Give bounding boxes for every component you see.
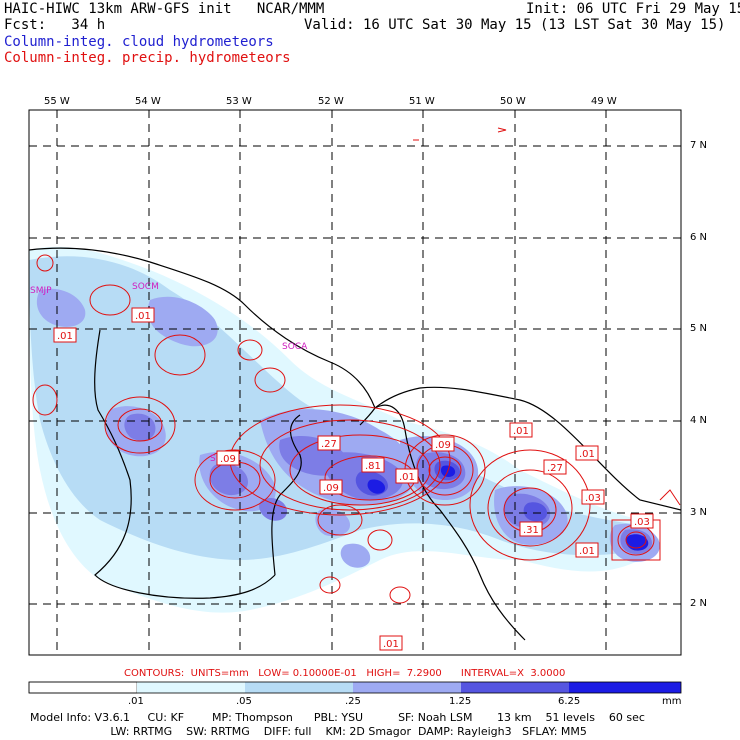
contour-label: .01 (379, 635, 403, 651)
lon-label-51w: 51 W (409, 96, 435, 107)
lat-label-2n: 2 N (690, 598, 708, 609)
contour-label: .31 (519, 521, 543, 537)
contour-labels: .01 .01 .27 .09 .81 .09 .01 .01 .27 .01 … (53, 307, 654, 651)
lon-label-54w: 54 W (135, 96, 161, 107)
contour-label: .09 (431, 436, 455, 452)
svg-text:.27: .27 (547, 463, 563, 474)
model-title: HAIC-HIWC 13km ARW-GFS init NCAR/MMM (4, 1, 325, 17)
lon-label-55w: 55 W (44, 96, 70, 107)
lat-label-4n: 4 N (690, 415, 708, 426)
svg-text:.09: .09 (220, 454, 236, 465)
lon-label-50w: 50 W (500, 96, 526, 107)
station-label-soca: SOCA (282, 342, 308, 352)
contour-label: .01 (131, 307, 155, 323)
contour-label: .09 (319, 479, 343, 495)
cloud-shading (29, 246, 660, 613)
svg-text:.03: .03 (585, 493, 601, 504)
contour-label: .01 (575, 445, 599, 461)
svg-text:.09: .09 (323, 483, 339, 494)
lat-label-5n: 5 N (690, 323, 708, 334)
svg-text:.81: .81 (365, 461, 381, 472)
svg-text:.01: .01 (135, 311, 151, 322)
valid-time: Valid: 16 UTC Sat 30 May 15 (13 LST Sat … (304, 17, 726, 33)
svg-text:.27: .27 (321, 439, 337, 450)
contour-label: .03 (630, 513, 654, 529)
station-label-socm: SOCM (132, 282, 159, 292)
svg-text:.31: .31 (523, 525, 539, 536)
model-info-line2: LW: RRTMG SW: RRTMG DIFF: full KM: 2D Sm… (30, 725, 587, 738)
init-time: Init: 06 UTC Fri 29 May 15 (526, 1, 740, 17)
svg-text:.01: .01 (57, 331, 73, 342)
svg-text:.01: .01 (579, 449, 595, 460)
colorbar-tick: 1.25 (449, 696, 472, 707)
lon-label-49w: 49 W (591, 96, 617, 107)
colorbar (28, 681, 682, 694)
svg-text:.01: .01 (513, 426, 529, 437)
lon-label-53w: 53 W (226, 96, 252, 107)
svg-text:.09: .09 (435, 440, 451, 451)
contour-label: .01 (575, 542, 599, 558)
contour-label: .27 (317, 435, 341, 451)
colorbar-tick: .05 (236, 696, 252, 707)
colorbar-tick: 6.25 (558, 696, 581, 707)
svg-text:.01: .01 (399, 472, 415, 483)
colorbar-tick: .25 (345, 696, 361, 707)
svg-text:.01: .01 (579, 546, 595, 557)
map-frame (28, 109, 682, 656)
forecast-hour: Fcst: 34 h (4, 17, 106, 33)
lat-lon-grid (29, 110, 681, 655)
field-cloud-label: Column-integ. cloud hydrometeors (4, 34, 274, 50)
svg-text:.01: .01 (383, 639, 399, 650)
coastline (29, 247, 681, 641)
station-label-smjp: SMJP (30, 286, 52, 296)
contour-label: .03 (581, 489, 605, 505)
svg-text:.03: .03 (634, 517, 650, 528)
model-info-line1: Model Info: V3.6.1 CU: KF MP: Thompson P… (30, 711, 645, 724)
lat-label-7n: 7 N (690, 140, 708, 151)
contour-label: .81 (361, 457, 385, 473)
contour-label: .01 (509, 422, 533, 438)
field-precip-label: Column-integ. precip. hydrometeors (4, 50, 291, 66)
colorbar-unit: mm (662, 696, 682, 707)
contour-info: CONTOURS: UNITS=mm LOW= 0.10000E-01 HIGH… (124, 668, 566, 679)
contour-label: .01 (53, 327, 77, 343)
lat-label-3n: 3 N (690, 507, 708, 518)
colorbar-tick: .01 (128, 696, 144, 707)
contour-label: .01 (395, 468, 419, 484)
contour-label: .09 (216, 450, 240, 466)
lat-label-6n: 6 N (690, 232, 708, 243)
lon-label-52w: 52 W (318, 96, 344, 107)
contour-label: .27 (543, 459, 567, 475)
